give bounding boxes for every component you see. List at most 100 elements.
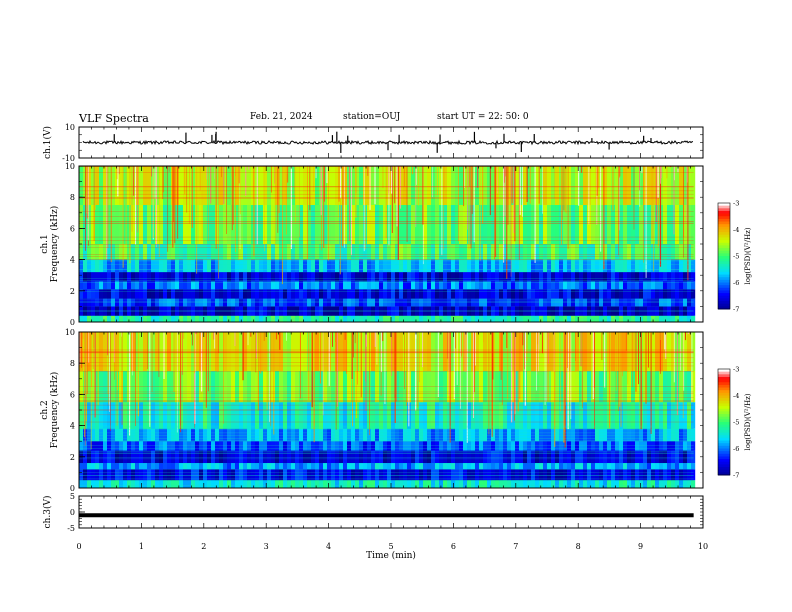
ch1-spectrogram-band-5-cell [407,272,412,282]
ch2-spectrogram-band-6-cell [643,402,648,429]
ch2-spectrogram-band-6-cell [347,402,352,429]
ch1-spectrogram-band-4-cell [559,281,564,290]
ch1-spectrogram-band-0-cell [607,315,612,322]
ch1-spectrogram-band-6-cell [543,259,548,273]
ch2-spectrogram-band-3-cell [103,450,108,464]
ch1-spectrogram-band-7-cell [359,244,364,260]
ch1-spectrogram-band-0-cell [307,315,312,322]
ch1-spectrogram-band-4-cell [339,281,344,290]
ch2-spectrogram-band-1-cell [643,469,648,481]
ch2-spectrogram-band-4-cell [647,441,652,451]
ch2-spectrogram-band-6-cell [575,402,580,429]
ch1-spectrogram-band-5-cell [659,272,664,282]
ch1-spectrogram-band-8-cell [179,205,184,244]
ch2-spectrogram-band-2-cell [155,463,160,470]
ch2-spectrogram-band-2-cell [495,463,500,470]
ch1-spectrogram-band-1-cell [179,306,184,316]
ch2-spectrogram-band-4-cell [363,441,368,451]
ch2-spectrogram-band-1-cell [363,469,368,481]
ch1-spectrogram-band-7-cell [199,244,204,260]
ch2-spectrogram-band-5-cell [235,428,240,442]
ch1-spectrogram-band-6-cell [283,259,288,273]
ch1-spectrogram-band-6-cell [395,259,400,273]
ch1-spectrogram-band-8-cell [123,205,128,244]
ch1-spectrogram-band-6-cell [571,259,576,273]
ch1-spectrogram-band-5-cell [447,272,452,282]
ch2-spectrogram-band-3-cell [175,450,180,464]
ch1-spectrogram-band-0-cell [227,315,232,322]
ch1-spectrogram-band-1-cell [163,306,168,316]
ch2-spectrogram-band-3-cell [651,450,656,464]
ch1-spectrogram-band-8-cell [439,205,444,244]
ch1-spectrogram-band-4-cell [355,281,360,290]
ch1-spectrogram-band-0-cell [287,315,292,322]
ch2-spectrogram-band-3-cell [375,450,380,464]
ch1-spectrogram-band-9-cell [447,166,452,205]
ch1-spectrogram-band-5-cell [463,272,468,282]
ch2-spectrogram-band-6-cell [187,402,192,429]
ch2-spectrogram-colorbar-cell [718,384,730,389]
ch2-spectrogram-band-2-cell [547,463,552,470]
ch2-spectrogram-band-4-cell [419,441,424,451]
ch2-spectrogram-band-4-cell [183,441,188,451]
ch1-spectrogram-band-5-cell [167,272,172,282]
ch1-spectrogram-band-8-cell [295,205,300,244]
ch1-spectrogram-band-5-cell [571,272,576,282]
ch2-spectrogram-band-2-cell [215,463,220,470]
ch2-spectrogram-colorbar-cell [718,429,730,434]
ch1-spectrogram-band-3-cell [519,289,524,299]
ch2-spectrogram-band-6-cell [171,402,176,429]
ch1-spectrogram-y-tick-3: 6 [70,224,75,233]
ch1-spectrogram-band-0-cell [603,315,608,322]
ch1-spectrogram-band-3-cell [299,289,304,299]
ch1-spectrogram-band-0-cell [367,315,372,322]
ch1-spectrogram-band-0-cell [475,315,480,322]
ch1-spectrogram-band-1-cell [635,306,640,316]
ch1-spectrogram-band-1-cell [115,306,120,316]
ch2-spectrogram-band-4-cell [391,441,396,451]
ch1-spectrogram-band-4-cell [195,281,200,290]
ch2-spectrogram-band-1-cell [639,469,644,481]
ch2-spectrogram-band-7-cell [463,371,468,403]
ch2-spectrogram-band-0-cell [147,480,152,488]
ch2-spectrogram-band-7-cell [403,371,408,403]
ch2-spectrogram-band-2-cell [251,463,256,470]
ch1-spectrogram-band-4-cell [127,281,132,290]
ch2-spectrogram-band-6-cell [671,402,676,429]
ch2-spectrogram-band-5-cell [79,428,84,442]
ch1-spectrogram-band-9-cell [507,166,512,205]
ch2-spectrogram-band-0-cell [191,480,196,488]
ch2-spectrogram-band-4-cell [303,441,308,451]
ch1-spectrogram-band-7-cell [679,244,684,260]
ch1-spectrogram-band-6-cell [263,259,268,273]
ch1-spectrogram-band-0-cell [487,315,492,322]
ch2-spectrogram-band-4-cell [139,441,144,451]
ch1-spectrogram-band-8-cell [239,205,244,244]
ch2-spectrogram-band-0-cell [659,480,664,488]
ch1-spectrogram-band-6-cell [291,259,296,273]
ch2-spectrogram-band-4-cell [367,441,372,451]
ch2-spectrogram-band-5-cell [319,428,324,442]
ch2-spectrogram-band-1-cell [319,469,324,481]
ch2-spectrogram-band-4-cell [387,441,392,451]
ch2-spectrogram-band-4-cell [107,441,112,451]
ch2-spectrogram-band-5-cell [415,428,420,442]
ch2-spectrogram-band-6-cell [295,402,300,429]
ch1-spectrogram-band-8-cell [547,205,552,244]
ch2-spectrogram-band-6-cell [203,402,208,429]
ch1-spectrogram-band-7-cell [291,244,296,260]
ch1-spectrogram-band-8-cell [327,205,332,244]
ch2-spectrogram-band-6-cell [263,402,268,429]
ch1-spectrogram-band-4-cell [367,281,372,290]
ch1-spectrogram-band-4-cell [247,281,252,290]
ch2-spectrogram-band-5-cell [411,428,416,442]
ch2-spectrogram-band-7-cell [131,371,136,403]
ch2-spectrogram-band-7-cell [195,371,200,403]
ch2-spectrogram-band-0-cell [143,480,148,488]
ch1-spectrogram-band-5-cell [295,272,300,282]
ch1-spectrogram-band-4-cell [103,281,108,290]
ch1-spectrogram-band-9-cell [107,166,112,205]
ch1-spectrogram-band-8-cell [455,205,460,244]
ch2-spectrogram-band-3-cell [311,450,316,464]
ch2-spectrogram-band-0-cell [463,480,468,488]
